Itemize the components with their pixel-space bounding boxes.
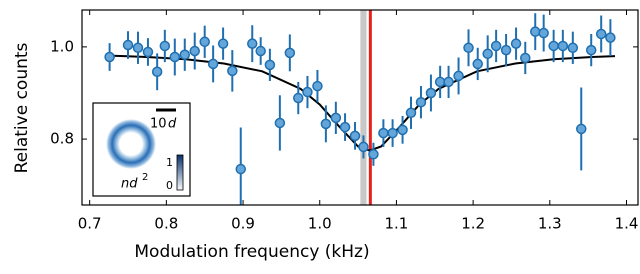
x-tick-label: 1.0 — [308, 215, 332, 233]
data-point — [105, 53, 114, 62]
data-point — [153, 67, 162, 76]
data-point — [209, 59, 218, 68]
data-point — [444, 77, 453, 86]
data-point — [492, 41, 501, 50]
data-point — [587, 46, 596, 55]
inset-scale-unit: d — [168, 117, 177, 132]
x-tick-label: 1.4 — [615, 215, 639, 233]
data-point — [133, 43, 142, 52]
data-point — [558, 41, 567, 50]
inset-scale-number: 10 — [150, 117, 167, 132]
data-point — [190, 47, 199, 56]
data-point — [512, 39, 521, 48]
reference-band — [360, 10, 366, 205]
data-point — [170, 53, 179, 62]
data-point — [483, 49, 492, 58]
data-point — [539, 29, 548, 38]
data-point — [321, 119, 330, 128]
data-point — [200, 37, 209, 46]
chart: Modulation frequency (kHz) Relative coun… — [0, 0, 640, 270]
inset-colorbar — [177, 155, 183, 190]
x-tick-label: 0.8 — [154, 215, 178, 233]
data-point — [143, 47, 152, 56]
data-point — [606, 33, 615, 42]
data-point — [303, 88, 312, 97]
data-point — [464, 43, 473, 52]
y-axis-label: Relative counts — [12, 42, 32, 173]
data-point — [531, 27, 540, 36]
data-point — [228, 66, 237, 75]
y-tick-label: 0.8 — [50, 130, 74, 148]
data-point — [331, 113, 340, 122]
data-point — [124, 41, 133, 50]
data-point — [236, 165, 245, 174]
x-tick-label: 1.2 — [461, 215, 485, 233]
colorbar-tick-label: 0 — [166, 179, 173, 192]
data-point — [577, 124, 586, 133]
data-point — [294, 94, 303, 103]
data-point — [248, 39, 257, 48]
data-point — [549, 41, 558, 50]
data-point — [597, 29, 606, 38]
data-point — [568, 43, 577, 52]
data-point — [436, 77, 445, 86]
data-point — [160, 41, 169, 50]
data-point — [341, 123, 350, 132]
data-point — [275, 118, 284, 127]
data-point — [265, 60, 274, 69]
data-point — [406, 108, 415, 117]
inset-density-base: nd — [121, 177, 138, 192]
x-axis-label: Modulation frequency (kHz) — [134, 242, 369, 262]
x-tick-label: 1.1 — [384, 215, 408, 233]
data-point — [454, 71, 463, 80]
colorbar-tick-label: 1 — [166, 156, 173, 169]
data-point — [313, 82, 322, 91]
data-point — [351, 131, 360, 140]
data-point — [369, 150, 378, 159]
data-point — [521, 53, 530, 62]
data-point — [285, 48, 294, 57]
data-point — [398, 125, 407, 134]
data-point — [426, 88, 435, 97]
data-point — [180, 50, 189, 59]
data-point — [416, 98, 425, 107]
data-point — [388, 129, 397, 138]
x-tick-label: 1.3 — [538, 215, 562, 233]
y-tick-label: 1.0 — [50, 37, 74, 55]
inset-density-exp: 2 — [142, 172, 148, 183]
x-tick-label: 0.7 — [78, 215, 102, 233]
data-point — [473, 59, 482, 68]
x-tick-label: 0.9 — [231, 215, 255, 233]
data-point — [219, 39, 228, 48]
data-point — [359, 142, 368, 151]
data-point — [502, 46, 511, 55]
data-point — [256, 47, 265, 56]
inset-ring — [106, 119, 156, 169]
data-point — [379, 129, 388, 138]
